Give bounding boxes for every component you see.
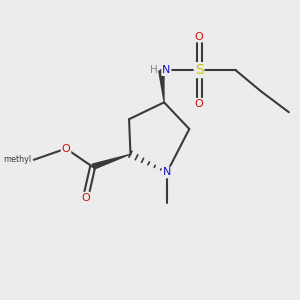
Text: O: O — [195, 99, 203, 109]
Text: O: O — [195, 32, 203, 41]
Text: methyl: methyl — [3, 155, 31, 164]
Text: S: S — [195, 63, 203, 77]
Text: N: N — [163, 167, 171, 177]
Text: H: H — [150, 65, 157, 75]
Text: O: O — [81, 193, 90, 202]
Text: N: N — [162, 65, 170, 75]
Polygon shape — [92, 154, 130, 170]
Polygon shape — [158, 70, 165, 102]
Text: O: O — [61, 144, 70, 154]
